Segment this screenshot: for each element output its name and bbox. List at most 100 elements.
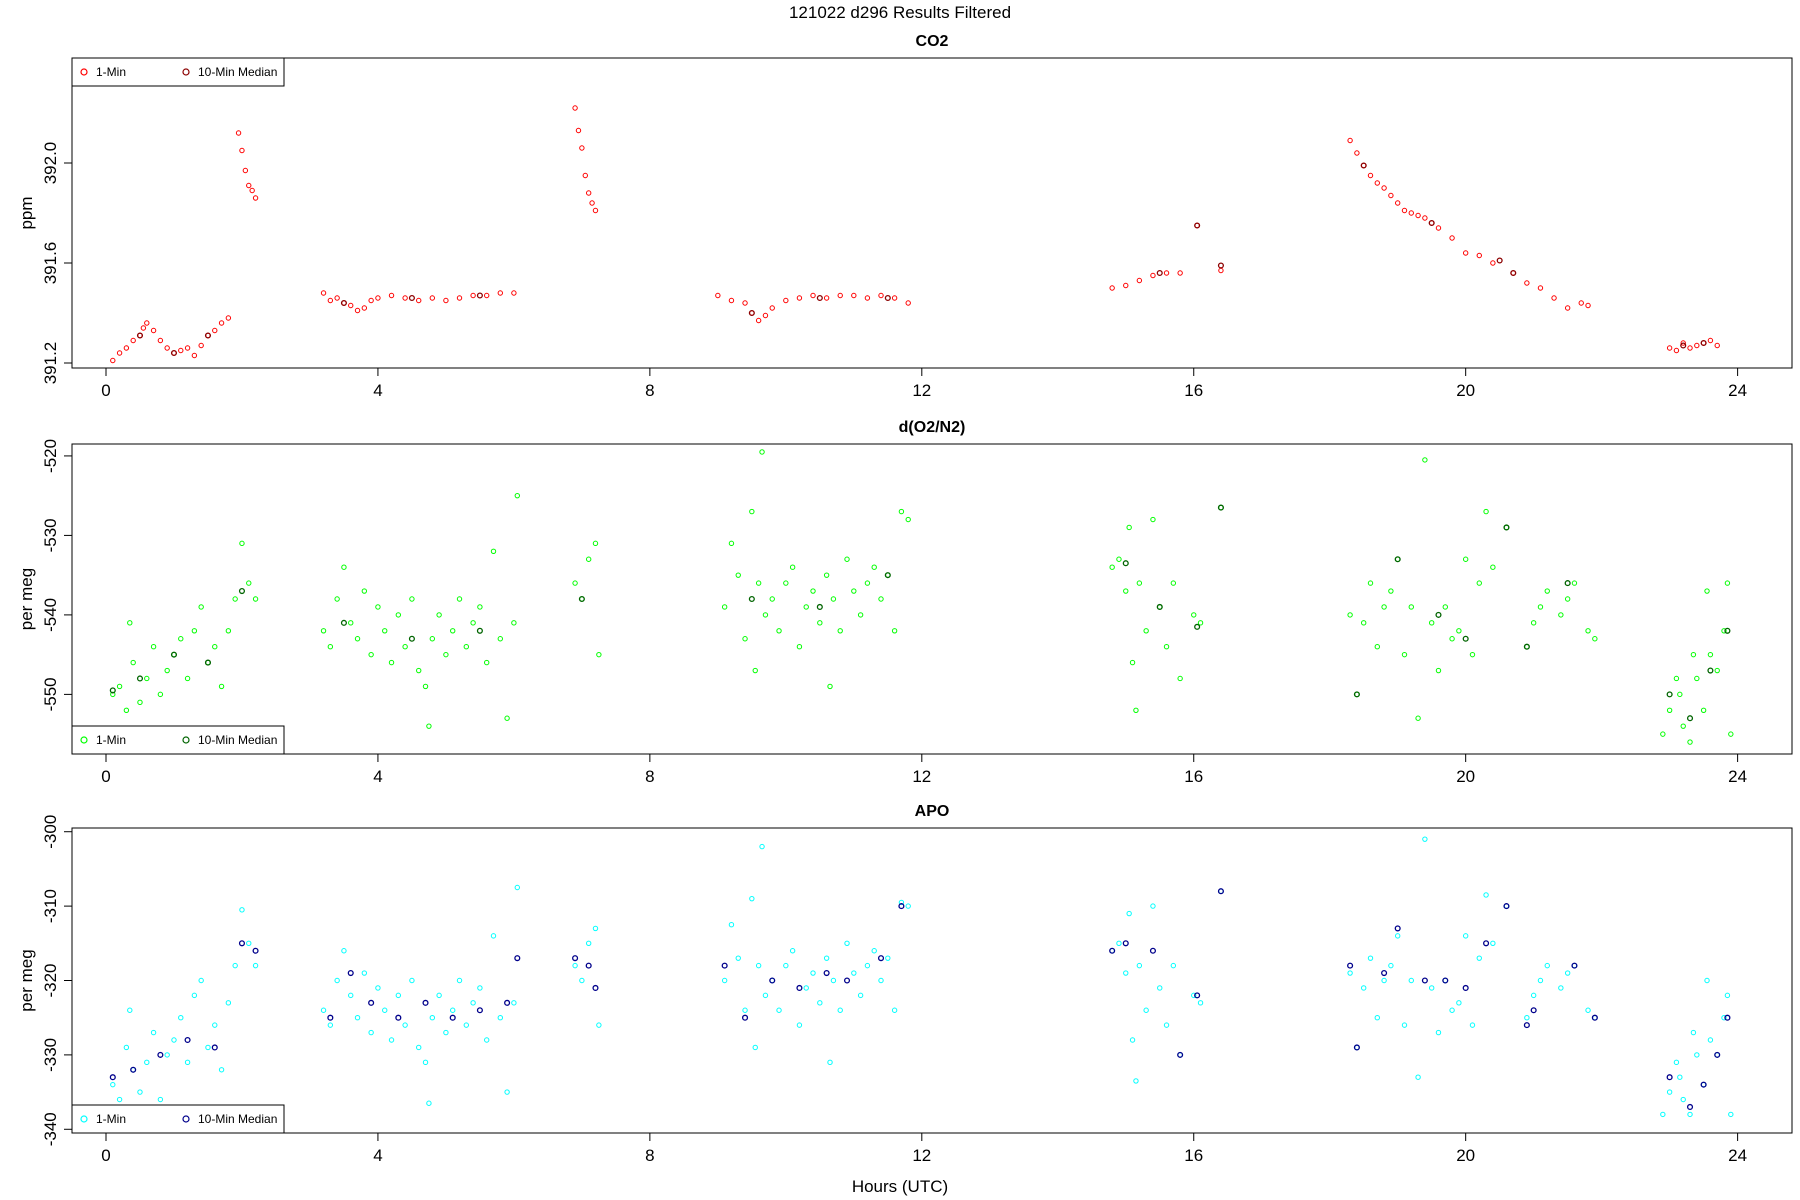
data-point bbox=[878, 292, 884, 299]
data-point bbox=[252, 947, 259, 954]
data-point bbox=[575, 127, 582, 134]
data-point bbox=[585, 940, 592, 947]
y-tick-label: -320 bbox=[41, 963, 60, 997]
data-point bbox=[449, 1014, 456, 1021]
data-point bbox=[150, 1029, 157, 1036]
data-point bbox=[239, 907, 245, 913]
data-point bbox=[456, 295, 463, 301]
data-point bbox=[715, 292, 721, 299]
legend-box bbox=[71, 57, 285, 87]
data-point bbox=[823, 295, 830, 301]
data-point bbox=[341, 564, 347, 570]
x-tick-label: 12 bbox=[912, 381, 931, 400]
data-point bbox=[579, 977, 585, 984]
legend-label: 1-Min bbox=[96, 733, 126, 747]
data-point bbox=[1660, 731, 1666, 737]
data-point bbox=[164, 345, 170, 351]
data-point bbox=[905, 516, 911, 523]
data-point bbox=[585, 962, 592, 969]
data-point bbox=[585, 190, 592, 196]
data-point bbox=[1360, 620, 1367, 626]
data-point bbox=[592, 207, 599, 214]
data-point bbox=[1707, 1037, 1714, 1043]
data-point bbox=[184, 1059, 191, 1066]
x-tick-label: 24 bbox=[1728, 767, 1747, 786]
data-point bbox=[864, 295, 871, 301]
data-point bbox=[762, 612, 769, 618]
data-point bbox=[477, 985, 483, 991]
data-point bbox=[769, 977, 776, 984]
data-point bbox=[477, 604, 483, 610]
series-median bbox=[109, 888, 1731, 1111]
data-point bbox=[1170, 580, 1177, 586]
data-point bbox=[823, 572, 830, 578]
data-point bbox=[395, 992, 402, 999]
x-tick-label: 4 bbox=[373, 1146, 382, 1165]
data-point bbox=[514, 492, 520, 499]
data-point bbox=[596, 1022, 602, 1028]
data-point bbox=[735, 572, 741, 578]
data-point bbox=[1163, 643, 1170, 650]
data-point bbox=[885, 955, 891, 961]
data-point bbox=[898, 903, 905, 910]
data-point bbox=[327, 297, 334, 304]
data-point bbox=[402, 295, 408, 301]
data-point bbox=[150, 327, 157, 334]
data-point bbox=[1673, 675, 1680, 682]
data-point bbox=[368, 651, 374, 658]
data-point bbox=[1129, 659, 1136, 666]
data-point bbox=[1360, 985, 1367, 991]
data-point bbox=[592, 540, 599, 547]
data-point bbox=[1490, 564, 1496, 570]
data-point bbox=[137, 699, 143, 706]
data-point bbox=[582, 172, 588, 179]
data-point bbox=[238, 588, 246, 595]
data-point bbox=[1435, 667, 1442, 674]
data-point bbox=[402, 1022, 408, 1028]
data-point bbox=[408, 294, 415, 302]
data-point bbox=[1123, 970, 1129, 976]
data-point bbox=[1381, 604, 1387, 610]
data-point bbox=[749, 508, 755, 515]
data-point bbox=[1530, 620, 1537, 626]
x-tick-label: 12 bbox=[912, 767, 931, 786]
data-point bbox=[1700, 1081, 1707, 1088]
data-point bbox=[728, 297, 735, 304]
data-point bbox=[1401, 1022, 1408, 1028]
data-point bbox=[1374, 643, 1380, 650]
x-tick-label: 20 bbox=[1456, 767, 1475, 786]
data-point bbox=[218, 320, 225, 326]
data-point bbox=[837, 292, 843, 299]
data-point bbox=[429, 295, 436, 301]
data-point bbox=[742, 1007, 748, 1013]
data-point bbox=[871, 564, 877, 570]
data-point bbox=[436, 992, 442, 999]
data-point bbox=[572, 955, 579, 962]
data-point bbox=[1585, 628, 1591, 634]
x-tick-label: 0 bbox=[101, 767, 110, 786]
data-point bbox=[144, 675, 150, 682]
data-point bbox=[388, 292, 395, 299]
data-point bbox=[204, 332, 212, 339]
x-tick-label: 20 bbox=[1456, 1146, 1475, 1165]
panel-2: APO 0 4 8 12 16 20 24 -340 -330 -320 -310 -300 per me… bbox=[17, 803, 1793, 1165]
data-point bbox=[1157, 985, 1163, 991]
data-point bbox=[1163, 1022, 1170, 1028]
y-tick-label: 391.6 bbox=[41, 242, 60, 285]
data-point bbox=[864, 580, 871, 586]
data-point bbox=[252, 962, 259, 969]
data-point bbox=[1401, 651, 1408, 658]
data-point bbox=[347, 970, 354, 977]
data-point bbox=[1551, 295, 1557, 301]
data-point bbox=[844, 556, 850, 562]
data-point bbox=[837, 1007, 843, 1013]
data-point bbox=[1150, 272, 1156, 279]
data-point bbox=[1449, 1007, 1455, 1013]
data-point bbox=[1421, 977, 1428, 984]
data-point bbox=[1686, 1103, 1694, 1111]
data-point bbox=[1123, 282, 1129, 289]
data-point bbox=[1530, 992, 1537, 999]
data-point bbox=[1347, 970, 1353, 976]
data-point bbox=[810, 292, 816, 299]
